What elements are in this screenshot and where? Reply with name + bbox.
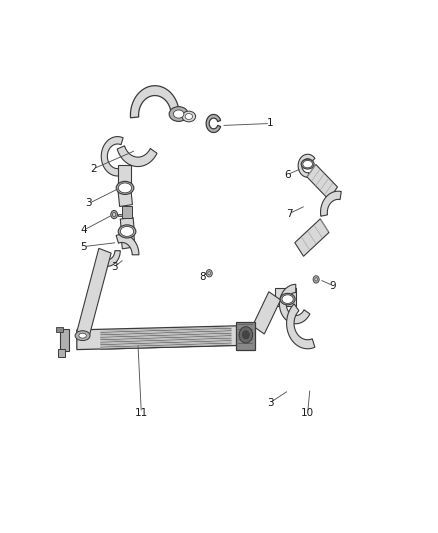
Bar — [276, 288, 296, 306]
FancyBboxPatch shape — [57, 327, 63, 333]
Text: 3: 3 — [111, 262, 117, 272]
Text: 1: 1 — [267, 118, 274, 128]
Ellipse shape — [118, 183, 132, 193]
Circle shape — [111, 211, 117, 219]
Ellipse shape — [185, 114, 193, 119]
Polygon shape — [279, 284, 310, 324]
Circle shape — [113, 213, 116, 216]
Polygon shape — [321, 191, 341, 216]
Text: 3: 3 — [267, 398, 274, 408]
Polygon shape — [206, 115, 221, 133]
Polygon shape — [117, 146, 157, 166]
Polygon shape — [107, 251, 120, 266]
Circle shape — [208, 272, 211, 275]
Polygon shape — [101, 136, 126, 176]
Ellipse shape — [120, 227, 134, 236]
Ellipse shape — [282, 295, 293, 303]
Polygon shape — [286, 304, 315, 349]
Polygon shape — [298, 154, 315, 177]
Circle shape — [239, 327, 253, 343]
FancyBboxPatch shape — [60, 329, 69, 351]
Bar — [307, 165, 338, 199]
FancyBboxPatch shape — [117, 214, 122, 216]
Text: 4: 4 — [80, 225, 87, 235]
Ellipse shape — [118, 225, 136, 238]
Bar — [295, 219, 329, 256]
Text: 11: 11 — [134, 408, 148, 418]
Text: 9: 9 — [330, 280, 336, 290]
Bar — [118, 165, 131, 187]
Polygon shape — [131, 86, 179, 118]
Ellipse shape — [280, 293, 295, 305]
Ellipse shape — [303, 160, 312, 168]
FancyBboxPatch shape — [58, 349, 65, 357]
Ellipse shape — [182, 111, 196, 122]
Bar — [120, 231, 135, 249]
Polygon shape — [116, 235, 139, 255]
Bar — [118, 188, 132, 206]
Ellipse shape — [75, 330, 90, 341]
Ellipse shape — [116, 181, 134, 195]
Text: 10: 10 — [301, 408, 314, 418]
Polygon shape — [77, 326, 238, 350]
FancyBboxPatch shape — [122, 206, 132, 218]
Ellipse shape — [169, 107, 188, 122]
Text: 6: 6 — [284, 170, 290, 180]
Text: 7: 7 — [286, 209, 292, 219]
Text: 8: 8 — [199, 272, 206, 282]
FancyBboxPatch shape — [237, 322, 255, 350]
Circle shape — [315, 278, 318, 281]
Circle shape — [243, 330, 249, 339]
Ellipse shape — [301, 159, 314, 169]
Text: 3: 3 — [85, 198, 92, 208]
Ellipse shape — [79, 333, 86, 338]
Bar — [253, 292, 281, 334]
Ellipse shape — [173, 110, 184, 118]
Text: 2: 2 — [91, 164, 97, 174]
Circle shape — [206, 270, 212, 277]
Bar — [77, 248, 111, 338]
Circle shape — [313, 276, 319, 283]
Text: 5: 5 — [80, 241, 87, 252]
Bar — [120, 217, 134, 231]
